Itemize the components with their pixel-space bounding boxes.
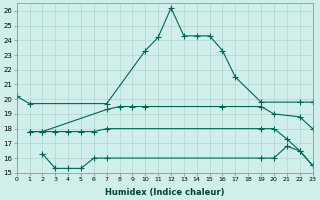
X-axis label: Humidex (Indice chaleur): Humidex (Indice chaleur) [105, 188, 224, 197]
